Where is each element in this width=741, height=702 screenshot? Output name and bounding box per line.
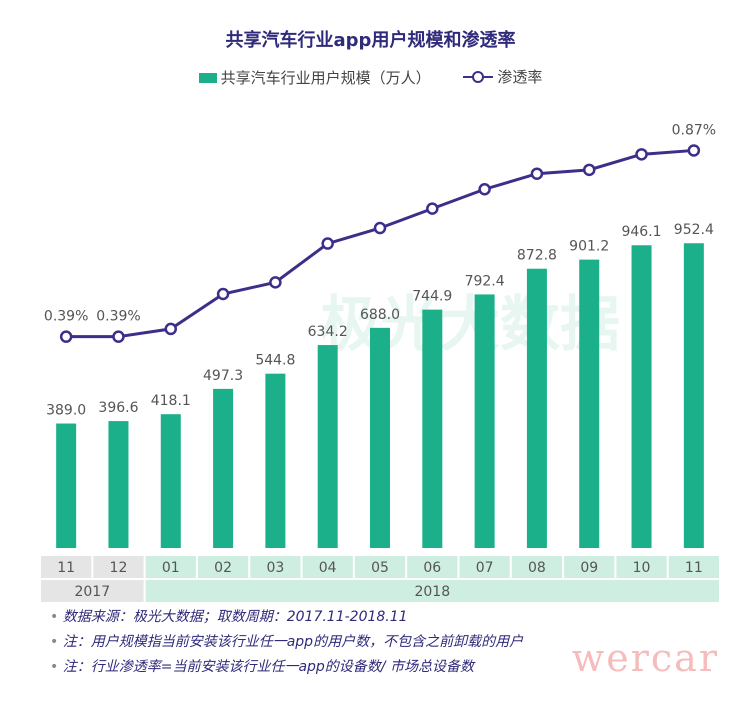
penetration-label-0: 0.39% xyxy=(44,309,88,325)
bar-value-label-3: 497.3 xyxy=(203,368,243,384)
note-penetration: 注：行业渗透率=当前安装该行业任一app的设备数/ 市场总设备数 xyxy=(50,655,523,680)
x-tick-label-3: 02 xyxy=(214,560,232,576)
x-tick-label-2: 01 xyxy=(162,560,180,576)
bar-8 xyxy=(474,294,495,548)
bar-value-label-7: 744.9 xyxy=(412,289,452,305)
penetration-point-1 xyxy=(112,330,125,343)
bar-1 xyxy=(108,421,129,548)
bar-2 xyxy=(160,414,181,548)
x-tick-label-10: 09 xyxy=(580,560,598,576)
penetration-label-12: 0.87% xyxy=(672,122,716,138)
month-cell-7 xyxy=(407,556,458,578)
year-band-2018 xyxy=(145,580,720,602)
x-tick-label-4: 03 xyxy=(266,560,284,576)
legend-line-swatch xyxy=(463,70,494,83)
bar-value-label-10: 901.2 xyxy=(569,239,609,255)
legend-bar-swatch xyxy=(198,72,217,83)
month-cell-12 xyxy=(668,556,719,578)
year-band-2017 xyxy=(41,580,144,602)
bar-4 xyxy=(265,373,286,548)
legend-label-rate: 渗透率 xyxy=(497,68,543,86)
bar-0 xyxy=(56,423,77,548)
year-label-2017: 2017 xyxy=(74,584,110,600)
bar-6 xyxy=(370,327,390,548)
bar-value-label-11: 946.1 xyxy=(621,224,661,240)
month-cell-0 xyxy=(41,556,92,578)
penetration-point-7 xyxy=(426,202,439,215)
month-cell-10 xyxy=(564,556,615,578)
bar-value-label-12: 952.4 xyxy=(674,222,714,238)
x-tick-label-0: 11 xyxy=(57,560,75,576)
bar-11 xyxy=(631,245,652,549)
year-label-2018: 2018 xyxy=(414,584,450,600)
penetration-point-11 xyxy=(635,148,648,161)
bar-3 xyxy=(213,388,234,548)
penetration-point-9 xyxy=(530,167,544,180)
month-cell-11 xyxy=(616,556,667,578)
month-cell-4 xyxy=(250,556,301,578)
month-cell-9 xyxy=(511,556,563,578)
month-cell-6 xyxy=(354,556,406,578)
penetration-point-3 xyxy=(216,287,230,301)
month-cell-5 xyxy=(302,556,353,578)
notes-block: 数据来源：极光大数据；取数周期：2017.11-2018.11 注：用户规模指当… xyxy=(50,605,523,680)
legend-item-users: 共享汽车行业用户规模（万人） xyxy=(198,67,431,88)
penetration-point-8 xyxy=(478,182,491,196)
bar-value-label-4: 544.8 xyxy=(255,353,295,369)
x-tick-label-6: 05 xyxy=(371,560,389,576)
bar-12 xyxy=(683,243,704,548)
x-tick-label-1: 12 xyxy=(110,560,128,576)
x-tick-label-7: 06 xyxy=(423,560,441,576)
x-tick-label-12: 11 xyxy=(685,560,703,576)
x-tick-label-9: 08 xyxy=(528,560,546,576)
bar-10 xyxy=(579,259,600,548)
bar-5 xyxy=(317,345,338,548)
penetration-point-2 xyxy=(164,322,178,336)
center-watermark: 极光大数据 xyxy=(320,290,620,360)
legend-item-rate: 渗透率 xyxy=(463,66,542,87)
chart-title: 共享汽车行业app用户规模和渗透率 xyxy=(225,30,516,51)
bar-value-label-1: 396.6 xyxy=(98,400,138,416)
penetration-label-1: 0.39% xyxy=(96,309,140,325)
bar-value-label-2: 418.1 xyxy=(151,393,191,409)
penetration-point-0 xyxy=(59,330,73,343)
month-cell-3 xyxy=(197,556,249,578)
chart-legend: 共享汽车行业用户规模（万人） 渗透率 xyxy=(0,66,741,88)
penetration-point-4 xyxy=(269,276,282,289)
month-cell-8 xyxy=(459,556,510,578)
x-tick-label-11: 10 xyxy=(633,560,651,576)
bar-value-label-6: 688.0 xyxy=(360,307,400,323)
penetration-point-5 xyxy=(321,237,334,250)
penetration-point-10 xyxy=(582,163,596,177)
bar-value-label-8: 792.4 xyxy=(465,273,505,289)
bar-value-label-5: 634.2 xyxy=(308,324,348,340)
penetration-point-12 xyxy=(687,144,701,157)
bar-value-label-0: 389.0 xyxy=(46,403,86,419)
x-tick-label-8: 07 xyxy=(476,560,494,576)
month-cell-2 xyxy=(145,556,196,578)
note-user-scale: 注：用户规模指当前安装该行业任一app的用户数，不包含之前卸载的用户 xyxy=(50,630,523,655)
penetration-point-6 xyxy=(373,221,387,235)
bar-7 xyxy=(422,309,443,548)
bar-9 xyxy=(526,268,547,548)
bar-value-label-9: 872.8 xyxy=(517,248,557,264)
x-tick-label-5: 04 xyxy=(319,560,337,576)
corner-watermark: wercar xyxy=(571,636,719,680)
legend-label-users: 共享汽车行业用户规模（万人） xyxy=(220,69,431,87)
month-cell-1 xyxy=(93,556,144,578)
note-source: 数据来源：极光大数据；取数周期：2017.11-2018.11 xyxy=(50,605,523,630)
